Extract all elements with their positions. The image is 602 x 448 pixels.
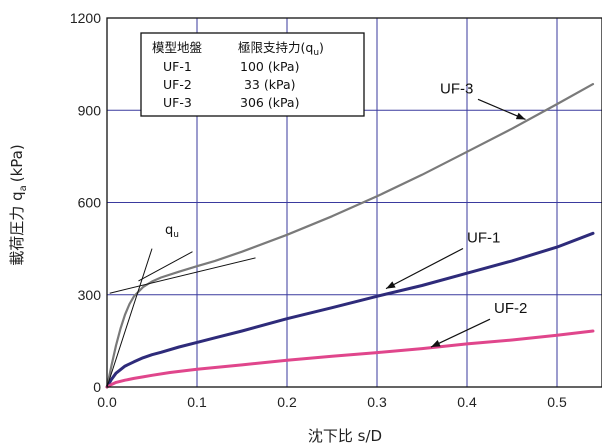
annotation-arrow-line xyxy=(430,318,491,348)
y-tick-label: 300 xyxy=(78,287,102,303)
tangent-line xyxy=(106,248,153,388)
legend-header-ground: 模型地盤 xyxy=(152,40,203,55)
annotation-uf-2: UF-2 xyxy=(494,300,527,317)
x-tick-label: 0.0 xyxy=(97,394,117,410)
legend-row-ground: UF-2 xyxy=(163,77,192,92)
x-tick-label: 0.1 xyxy=(187,394,207,410)
x-tick-label: 0.5 xyxy=(547,394,567,410)
y-tick-label: 1200 xyxy=(70,10,101,26)
plot-frame xyxy=(106,17,602,388)
series-line-uf-3 xyxy=(105,82,595,389)
tick-labels: 0.0 0.1 0.2 0.3 0.4 0.5 0 300 600 900 1200 xyxy=(70,10,567,410)
x-tick-label: 0.2 xyxy=(277,394,297,410)
x-tick-label: 0.3 xyxy=(367,394,387,410)
y-axis-label-unit: (kPa) xyxy=(8,144,26,182)
annotations: UF-3 UF-1 UF-2 xyxy=(385,80,527,348)
qu-label: qu xyxy=(165,223,179,240)
series-line-uf-2 xyxy=(105,329,595,389)
y-tick-label: 900 xyxy=(78,102,102,118)
y-axis-label: 載荷圧力 qa (kPa) xyxy=(8,144,29,265)
x-tick-label: 0.4 xyxy=(457,394,477,410)
series-line-uf-1 xyxy=(105,231,595,389)
legend-frame xyxy=(140,32,365,117)
legend-row-ground: UF-1 xyxy=(163,59,192,74)
y-tick-label: 600 xyxy=(78,195,102,211)
legend-box: 模型地盤 極限支持力(qu) UF-1 100 (kPa) UF-2 33 (k… xyxy=(140,32,365,117)
y-tick-label: 0 xyxy=(93,379,101,395)
legend-row-capacity: 100 (kPa) xyxy=(240,59,299,74)
annotation-uf-3: UF-3 xyxy=(440,80,473,97)
svg-text:載荷圧力 qa(kPa): 載荷圧力 qa (kPa) xyxy=(8,144,29,265)
series-layer xyxy=(105,82,595,389)
legend-row-capacity: 33 (kPa) xyxy=(240,77,295,92)
annotation-arrow-head xyxy=(386,281,396,289)
legend-header-capacity: 極限支持力(qu) xyxy=(238,40,324,58)
x-axis-label: 沈下比 s/D xyxy=(308,427,382,445)
annotation-arrow-line xyxy=(385,247,464,290)
y-axis-label-sub: a xyxy=(18,185,29,191)
tangent-line xyxy=(138,251,193,282)
annotation-uf-1: UF-1 xyxy=(467,229,500,246)
y-axis-label-main: 載荷圧力 q xyxy=(8,191,26,265)
tangent-line xyxy=(109,257,256,294)
legend-row-capacity: 306 (kPa) xyxy=(240,95,299,110)
tangent-lines xyxy=(106,248,256,388)
annotation-arrow-head xyxy=(515,112,526,120)
annotation-arrow-head xyxy=(431,340,441,348)
legend-row-ground: UF-3 xyxy=(163,95,192,110)
